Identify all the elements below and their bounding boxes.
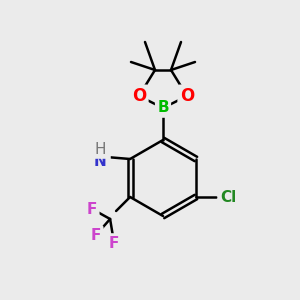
Text: B: B bbox=[157, 100, 169, 116]
Text: F: F bbox=[87, 202, 97, 217]
Text: Cl: Cl bbox=[220, 190, 236, 205]
Text: N: N bbox=[94, 154, 106, 169]
Text: H: H bbox=[94, 142, 106, 157]
Text: O: O bbox=[132, 87, 146, 105]
Text: F: F bbox=[109, 236, 119, 250]
Text: O: O bbox=[180, 87, 194, 105]
Text: F: F bbox=[91, 227, 101, 242]
Text: H: H bbox=[96, 142, 108, 157]
Text: N: N bbox=[96, 154, 109, 169]
